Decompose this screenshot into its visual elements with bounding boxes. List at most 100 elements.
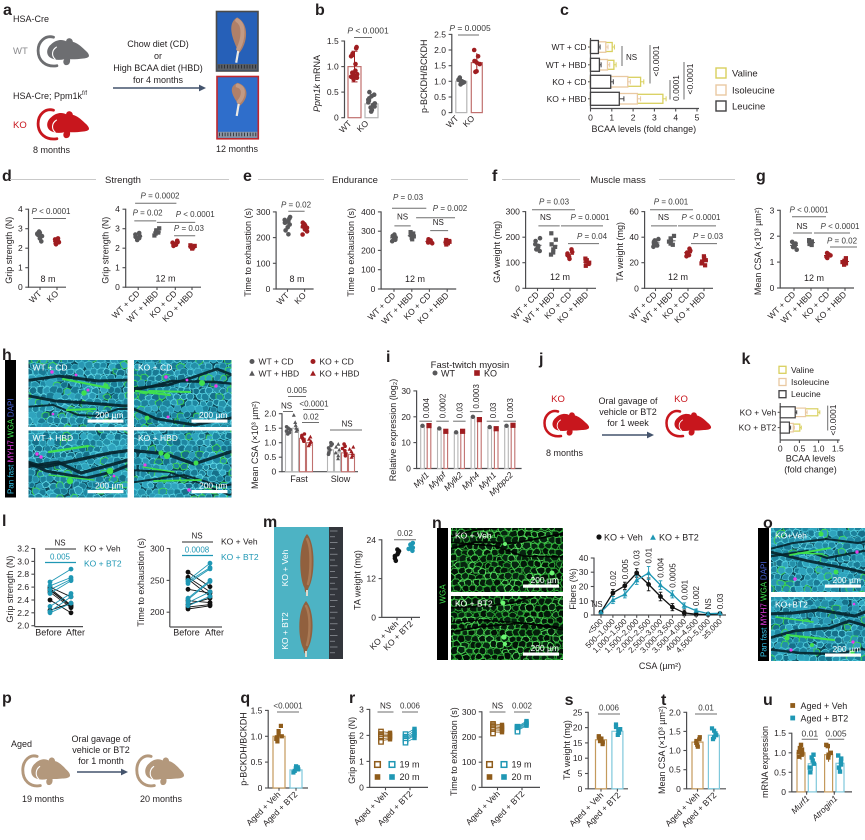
svg-text:BCAA levels: BCAA levels [786,454,836,464]
svg-text:0.0002: 0.0002 [439,393,448,418]
svg-text:5: 5 [578,769,583,779]
svg-text:0.005: 0.005 [621,559,630,580]
svg-text:Time to exhaustion (s): Time to exhaustion (s) [243,208,253,297]
svg-text:2: 2 [18,243,23,253]
svg-text:NS: NS [380,702,391,711]
svg-text:0.001: 0.001 [680,579,689,600]
svg-text:KO + Veh: KO + Veh [455,531,492,541]
svg-text:1.0: 1.0 [774,748,786,758]
svg-text:Grip strength (N): Grip strength (N) [101,217,111,284]
svg-text:KO + BT2: KO + BT2 [280,612,290,650]
svg-text:KO + HBD: KO + HBD [320,369,360,379]
svg-text:1: 1 [18,263,23,273]
svg-text:Grip strength (N): Grip strength (N) [4,217,14,284]
svg-text:0: 0 [359,782,364,792]
svg-text:l: l [2,513,6,530]
svg-text:NS: NS [704,598,713,609]
svg-text:0.005: 0.005 [287,386,308,395]
svg-text:KO+BT2: KO+BT2 [775,600,808,610]
svg-text:NS: NS [658,213,669,222]
svg-text:10: 10 [401,438,411,448]
svg-text:0.0001: 0.0001 [671,75,681,101]
svg-text:WT: WT [13,46,28,57]
svg-text:0: 0 [406,464,411,474]
svg-text:0.02: 0.02 [609,570,618,586]
svg-text:P = 0.0002: P = 0.0002 [141,191,180,200]
svg-text:WT + HBD: WT + HBD [259,369,300,379]
svg-text:12 m: 12 m [155,274,175,284]
svg-text:300: 300 [361,226,375,236]
svg-text:P < 0.0001: P < 0.0001 [347,26,389,36]
svg-text:NS: NS [433,218,444,227]
svg-text:1: 1 [770,257,775,267]
svg-text:Oral gavage of: Oral gavage of [71,734,131,744]
svg-text:12 m: 12 m [668,272,688,282]
svg-text:12: 12 [367,574,377,584]
svg-text:0.03: 0.03 [489,402,498,418]
svg-text:100: 100 [506,258,520,268]
svg-text:Pan fast MYH7 WGA DAPI: Pan fast MYH7 WGA DAPI [7,398,16,494]
svg-text:0.0008: 0.0008 [185,546,210,555]
svg-text:8 m: 8 m [40,274,55,284]
svg-text:TA weight (mg): TA weight (mg) [615,222,625,282]
svg-text:0: 0 [781,787,786,797]
svg-text:i: i [386,349,390,366]
svg-text:1.5: 1.5 [832,444,844,454]
svg-text:0.5: 0.5 [793,444,805,454]
svg-text:0.5: 0.5 [251,757,263,767]
svg-text:10: 10 [579,596,589,606]
svg-text:200 µm: 200 µm [95,481,124,491]
svg-text:20 months: 20 months [140,794,183,804]
svg-text:Before: Before [35,628,62,638]
svg-text:KO + Veh: KO + Veh [740,407,777,417]
svg-text:0.0003: 0.0003 [472,384,481,409]
svg-text:2: 2 [770,231,775,241]
svg-text:12 m: 12 m [550,272,570,282]
svg-text:300: 300 [506,207,520,217]
svg-text:4: 4 [673,113,678,123]
svg-text:2.5: 2.5 [434,29,446,39]
svg-text:HSA-Cre; Ppm1kf/f: HSA-Cre; Ppm1kf/f [13,91,87,101]
svg-text:0.002: 0.002 [692,585,701,606]
svg-text:200: 200 [506,232,520,242]
svg-text:Time to exhaustion (s): Time to exhaustion (s) [136,538,146,627]
svg-text:100: 100 [361,265,375,275]
svg-text:20: 20 [573,723,583,733]
svg-text:g: g [756,168,766,185]
svg-text:KO + BT2: KO + BT2 [659,533,699,543]
svg-text:mRNA expression: mRNA expression [760,726,770,798]
svg-text:NS: NS [281,402,292,411]
svg-text:0: 0 [266,284,271,294]
svg-text:KO + BT2: KO + BT2 [455,599,493,609]
svg-text:400: 400 [361,207,375,217]
svg-text:0.5: 0.5 [434,92,446,102]
svg-text:for 1 week: for 1 week [607,418,649,428]
svg-text:200 µm: 200 µm [95,410,124,420]
svg-text:1.5: 1.5 [327,36,339,46]
svg-text:0: 0 [258,783,263,793]
svg-text:NS: NS [796,222,807,231]
svg-text:3: 3 [770,205,775,215]
svg-text:Time to exhaustion (s): Time to exhaustion (s) [449,707,459,796]
svg-text:19 months: 19 months [22,794,65,804]
svg-text:0: 0 [515,283,520,293]
svg-text:<0.0001: <0.0001 [685,63,695,94]
svg-text:0: 0 [778,444,783,454]
svg-text:0.0005: 0.0005 [668,563,677,588]
svg-text:19 m: 19 m [400,760,420,770]
svg-text:P = 0.0005: P = 0.0005 [449,23,491,33]
svg-text:HSA-Cre: HSA-Cre [13,14,49,24]
svg-text:P = 0.03: P = 0.03 [393,193,424,202]
svg-text:f: f [492,168,498,185]
svg-text:KO: KO [13,120,27,131]
svg-text:Grip strength (N): Grip strength (N) [5,556,15,623]
svg-text:NS: NS [341,420,352,429]
svg-text:1.5: 1.5 [669,726,681,736]
svg-text:Valine: Valine [732,69,758,80]
svg-text:Relative expression (log₂): Relative expression (log₂) [388,379,398,482]
svg-text:KO: KO [484,369,497,379]
svg-text:200: 200 [256,233,270,243]
svg-text:Strength: Strength [105,175,141,186]
svg-text:24: 24 [367,535,377,545]
svg-text:KO + BT2: KO + BT2 [739,423,777,433]
